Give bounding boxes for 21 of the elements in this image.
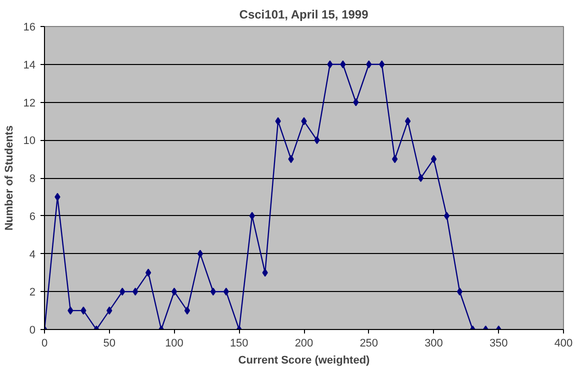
y-tick-label: 6 xyxy=(29,210,36,223)
x-tick-label: 400 xyxy=(554,338,573,350)
y-tick-label: 14 xyxy=(23,59,36,72)
chart-title: Csci101, April 15, 1999 xyxy=(239,8,369,22)
x-tick-label: 200 xyxy=(294,338,314,350)
y-tick-label: 0 xyxy=(29,324,36,336)
y-tick-label: 12 xyxy=(23,97,36,110)
y-tick-label: 10 xyxy=(23,135,36,148)
x-tick-label: 300 xyxy=(424,338,443,350)
x-tick-label: 50 xyxy=(103,338,116,350)
y-axis-title: Number of Students xyxy=(3,125,16,231)
y-tick-label: 16 xyxy=(23,22,36,34)
x-tick-label: 150 xyxy=(230,338,248,350)
y-tick-label: 4 xyxy=(29,248,36,261)
x-tick-label: 350 xyxy=(489,338,508,350)
y-tick-label: 2 xyxy=(29,286,36,299)
x-tick-label: 0 xyxy=(41,338,48,350)
x-tick-label: 100 xyxy=(165,338,184,350)
x-axis-title: Current Score (weighted) xyxy=(238,354,370,366)
y-tick-label: 8 xyxy=(29,173,36,185)
x-tick-label: 250 xyxy=(360,338,378,350)
